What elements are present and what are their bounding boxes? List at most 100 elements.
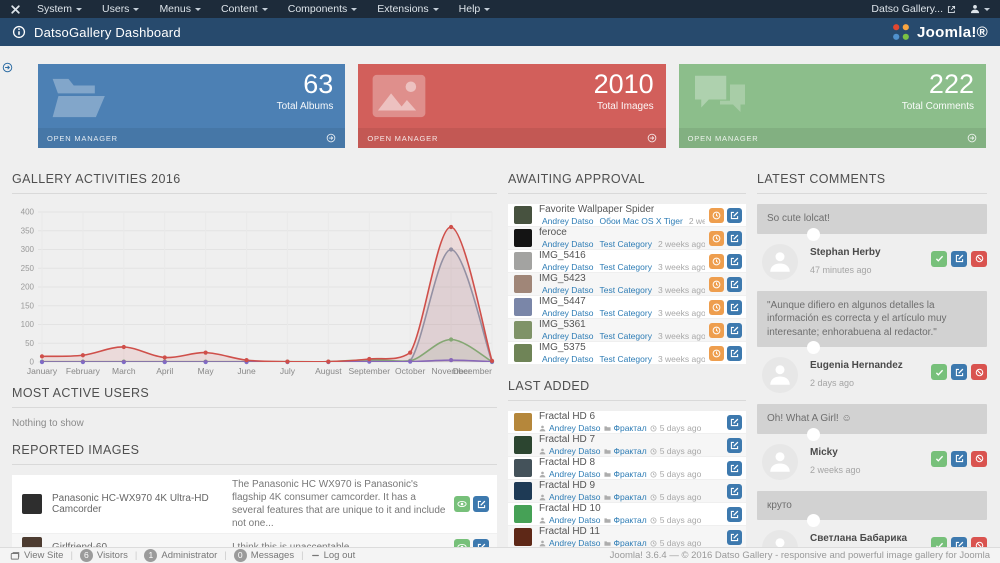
edit-image-button[interactable]	[727, 322, 742, 338]
edit-comment-button[interactable]	[951, 364, 967, 380]
visitors-link[interactable]: 6 Visitors	[79, 549, 128, 562]
image-author-link[interactable]: Andrey Datso	[549, 515, 601, 525]
edit-image-button[interactable]	[727, 529, 742, 545]
view-site-link[interactable]: View Site	[10, 550, 63, 561]
image-category-link[interactable]: Фрактал	[613, 492, 647, 502]
messages-count-badge: 0	[233, 549, 247, 562]
image-author-link[interactable]: Andrey Datso	[549, 492, 601, 502]
view-report-button[interactable]	[454, 496, 470, 512]
approve-comment-button[interactable]	[931, 450, 947, 467]
edit-image-button[interactable]	[727, 345, 742, 361]
image-author-link[interactable]: Andrey Datso	[549, 469, 601, 479]
approve-pending-button[interactable]	[709, 345, 724, 361]
admin-menu-item[interactable]: System	[27, 0, 92, 18]
approve-pending-button[interactable]	[709, 276, 724, 292]
image-author-link[interactable]: Andrey Datso	[542, 285, 594, 295]
image-category-link[interactable]: Test Category	[599, 239, 652, 249]
approve-pending-button[interactable]	[709, 230, 724, 246]
edit-image-button[interactable]	[727, 207, 742, 223]
edit-image-button[interactable]	[473, 539, 489, 547]
image-category-link[interactable]: Test Category	[599, 331, 652, 341]
image-category-link[interactable]: Фрактал	[613, 515, 647, 525]
admin-menu-item[interactable]: Users	[92, 0, 149, 18]
image-thumbnail[interactable]	[514, 413, 532, 431]
image-thumbnail[interactable]	[22, 537, 42, 547]
approve-comment-button[interactable]	[931, 364, 947, 380]
image-author-link[interactable]: Andrey Datso	[549, 446, 601, 456]
administrator-link[interactable]: 1 Administrator	[144, 549, 217, 562]
approve-pending-button[interactable]	[709, 322, 724, 338]
image-thumbnail[interactable]	[514, 436, 532, 454]
approve-pending-button[interactable]	[709, 299, 724, 315]
block-comment-button[interactable]	[971, 537, 987, 547]
admin-menu-item[interactable]: Help	[449, 0, 501, 18]
image-category-link[interactable]: Test Category	[599, 354, 652, 364]
site-preview-link[interactable]: Datso Gallery...	[871, 3, 956, 15]
image-thumbnail[interactable]	[514, 482, 532, 500]
image-category-link[interactable]: Test Category	[599, 262, 652, 272]
image-category-link[interactable]: Test Category	[599, 308, 652, 318]
open-albums-manager-link[interactable]: OPEN MANAGER	[38, 128, 346, 148]
approve-pending-button[interactable]	[709, 253, 724, 269]
image-author-link[interactable]: Andrey Datso	[542, 262, 594, 272]
image-author-link[interactable]: Andrey Datso	[542, 354, 594, 364]
edit-image-button[interactable]	[727, 414, 742, 430]
admin-menu-item-label: Components	[287, 3, 348, 15]
admin-menu-item[interactable]: Menus	[149, 0, 211, 18]
image-thumbnail[interactable]	[514, 344, 532, 362]
edit-image-button[interactable]	[727, 506, 742, 522]
comment-actions	[931, 450, 987, 467]
image-time: 2 weeks ago	[688, 216, 705, 226]
approve-pending-button[interactable]	[709, 207, 724, 223]
image-thumbnail[interactable]	[514, 505, 532, 523]
edit-image-button[interactable]	[727, 460, 742, 476]
open-comments-manager-link[interactable]: OPEN MANAGER	[678, 128, 986, 148]
image-thumbnail[interactable]	[514, 321, 532, 339]
view-report-button[interactable]	[454, 539, 470, 547]
admin-menu-item[interactable]: Components	[278, 0, 368, 18]
edit-image-button[interactable]	[727, 253, 742, 269]
image-author-link[interactable]: Andrey Datso	[542, 331, 594, 341]
approve-comment-button[interactable]	[931, 537, 947, 547]
image-author-link[interactable]: Andrey Datso	[549, 423, 601, 433]
open-images-manager-link[interactable]: OPEN MANAGER	[358, 128, 666, 148]
image-author-link[interactable]: Andrey Datso	[542, 239, 594, 249]
image-thumbnail[interactable]	[514, 252, 532, 270]
image-thumbnail[interactable]	[514, 528, 532, 546]
user-menu[interactable]	[970, 4, 990, 14]
edit-image-button[interactable]	[727, 299, 742, 315]
block-comment-button[interactable]	[971, 364, 987, 380]
block-comment-button[interactable]	[971, 450, 987, 467]
edit-image-button[interactable]	[727, 230, 742, 246]
image-category-link[interactable]: Обои Mac OS X Tiger	[599, 216, 683, 226]
edit-comment-button[interactable]	[951, 450, 967, 467]
collapse-panel-button[interactable]	[2, 62, 13, 73]
admin-menu-item[interactable]: Content	[211, 0, 278, 18]
image-category-link[interactable]: Test Category	[599, 285, 652, 295]
image-category-link[interactable]: Фрактал	[613, 469, 647, 479]
image-thumbnail[interactable]	[514, 206, 532, 224]
admin-menu-item[interactable]: Extensions	[367, 0, 448, 18]
messages-link[interactable]: 0 Messages	[233, 549, 294, 562]
image-thumbnail[interactable]	[22, 494, 42, 514]
image-thumbnail[interactable]	[514, 229, 532, 247]
image-thumbnail[interactable]	[514, 298, 532, 316]
image-category-link[interactable]: Фрактал	[613, 446, 647, 456]
image-category-link[interactable]: Фрактал	[613, 538, 647, 547]
edit-image-button[interactable]	[727, 437, 742, 453]
image-thumbnail[interactable]	[514, 275, 532, 293]
edit-image-button[interactable]	[727, 276, 742, 292]
edit-image-button[interactable]	[727, 483, 742, 499]
approve-comment-button[interactable]	[931, 250, 947, 267]
log-out-link[interactable]: Log out	[311, 550, 355, 561]
block-comment-button[interactable]	[971, 250, 987, 267]
stat-card-comments: 222 Total Comments OPEN MANAGER	[678, 64, 986, 148]
image-thumbnail[interactable]	[514, 459, 532, 477]
edit-image-button[interactable]	[473, 496, 489, 512]
image-author-link[interactable]: Andrey Datso	[549, 538, 601, 547]
image-author-link[interactable]: Andrey Datso	[542, 308, 594, 318]
edit-comment-button[interactable]	[951, 537, 967, 547]
image-category-link[interactable]: Фрактал	[613, 423, 647, 433]
edit-comment-button[interactable]	[951, 250, 967, 267]
image-author-link[interactable]: Andrey Datso	[542, 216, 594, 226]
